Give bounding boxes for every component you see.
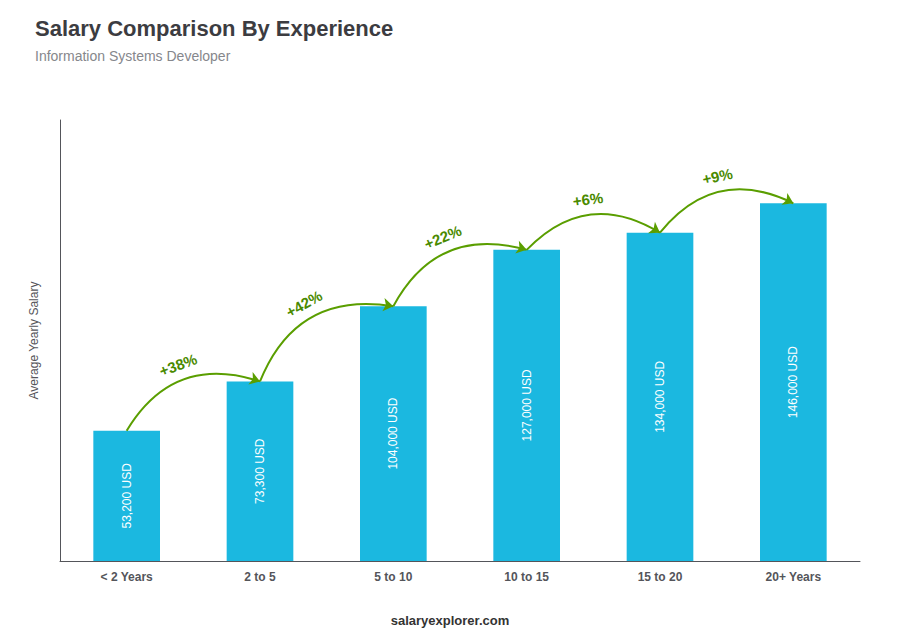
svg-text:5 to 10: 5 to 10 bbox=[374, 570, 412, 584]
svg-text:134,000 USD: 134,000 USD bbox=[653, 360, 667, 432]
svg-text:Average Yearly Salary: Average Yearly Salary bbox=[27, 282, 41, 400]
svg-text:15 to 20: 15 to 20 bbox=[638, 570, 683, 584]
svg-text:Salary Comparison By Experienc: Salary Comparison By Experience bbox=[35, 16, 393, 41]
svg-text:73,300 USD: 73,300 USD bbox=[253, 438, 267, 504]
svg-text:127,000 USD: 127,000 USD bbox=[520, 369, 534, 441]
svg-text:Information Systems Developer: Information Systems Developer bbox=[35, 48, 231, 64]
svg-text:+22%: +22% bbox=[422, 222, 464, 253]
svg-text:+6%: +6% bbox=[572, 189, 604, 210]
svg-text:+9%: +9% bbox=[701, 165, 734, 188]
svg-text:20+ Years: 20+ Years bbox=[766, 570, 822, 584]
svg-text:2 to 5: 2 to 5 bbox=[244, 570, 276, 584]
svg-text:146,000 USD: 146,000 USD bbox=[786, 346, 800, 418]
svg-text:104,000 USD: 104,000 USD bbox=[386, 397, 400, 469]
svg-text:+38%: +38% bbox=[157, 350, 199, 379]
svg-text:salaryexplorer.com: salaryexplorer.com bbox=[391, 613, 510, 628]
svg-text:+42%: +42% bbox=[283, 287, 325, 321]
svg-text:53,200 USD: 53,200 USD bbox=[120, 463, 134, 529]
svg-text:10 to 15: 10 to 15 bbox=[504, 570, 549, 584]
svg-text:< 2 Years: < 2 Years bbox=[101, 570, 153, 584]
